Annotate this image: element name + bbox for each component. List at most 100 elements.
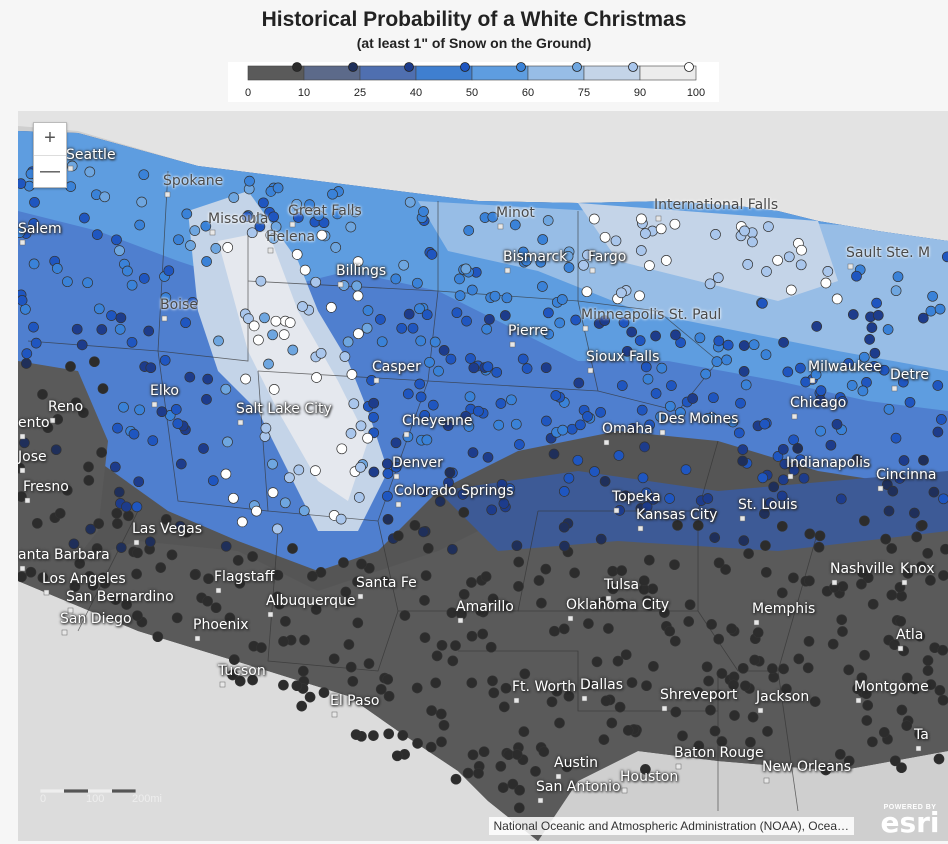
station-dot[interactable] bbox=[272, 523, 283, 535]
station-dot[interactable] bbox=[499, 310, 511, 321]
station-dot[interactable] bbox=[639, 441, 650, 453]
station-dot[interactable] bbox=[345, 428, 357, 439]
station-dot[interactable] bbox=[254, 213, 266, 225]
station-dot[interactable] bbox=[240, 373, 251, 385]
station-dot[interactable] bbox=[728, 679, 739, 691]
station-dot[interactable] bbox=[687, 393, 699, 404]
station-dot[interactable] bbox=[310, 604, 322, 615]
station-dot[interactable] bbox=[835, 493, 847, 505]
station-dot[interactable] bbox=[627, 422, 639, 434]
station-dot[interactable] bbox=[735, 397, 746, 409]
station-dot[interactable] bbox=[743, 548, 754, 559]
station-dot[interactable] bbox=[664, 400, 676, 412]
station-dot[interactable] bbox=[644, 419, 655, 431]
station-dot[interactable] bbox=[442, 420, 454, 431]
station-dot[interactable] bbox=[375, 683, 387, 695]
station-dot[interactable] bbox=[307, 570, 318, 582]
station-dot[interactable] bbox=[788, 572, 799, 584]
station-dot[interactable] bbox=[480, 571, 492, 582]
station-dot[interactable] bbox=[356, 558, 367, 570]
station-dot[interactable] bbox=[898, 455, 910, 466]
station-dot[interactable] bbox=[706, 619, 717, 630]
station-dot[interactable] bbox=[901, 720, 913, 731]
station-dot[interactable] bbox=[635, 245, 647, 256]
station-dot[interactable] bbox=[745, 736, 756, 748]
station-dot[interactable] bbox=[65, 361, 76, 372]
station-dot[interactable] bbox=[234, 577, 246, 589]
station-dot[interactable] bbox=[381, 458, 393, 470]
station-dot[interactable] bbox=[327, 188, 338, 200]
station-dot[interactable] bbox=[246, 227, 258, 239]
station-dot[interactable] bbox=[570, 314, 582, 326]
station-dot[interactable] bbox=[91, 543, 103, 554]
station-dot[interactable] bbox=[660, 255, 672, 266]
station-dot[interactable] bbox=[634, 335, 646, 346]
station-dot[interactable] bbox=[713, 689, 725, 701]
station-dot[interactable] bbox=[475, 605, 486, 617]
station-dot[interactable] bbox=[335, 513, 347, 525]
station-dot[interactable] bbox=[620, 649, 632, 661]
station-dot[interactable] bbox=[677, 730, 688, 742]
station-dot[interactable] bbox=[99, 191, 111, 203]
station-dot[interactable] bbox=[391, 750, 403, 762]
station-dot[interactable] bbox=[336, 443, 348, 455]
station-dot[interactable] bbox=[928, 486, 940, 498]
station-dot[interactable] bbox=[851, 454, 863, 465]
station-dot[interactable] bbox=[253, 334, 264, 346]
station-dot[interactable] bbox=[778, 474, 789, 486]
station-dot[interactable] bbox=[352, 617, 364, 629]
station-dot[interactable] bbox=[641, 487, 652, 499]
station-dot[interactable] bbox=[638, 575, 650, 587]
station-dot[interactable] bbox=[407, 322, 419, 334]
station-dot[interactable] bbox=[463, 225, 475, 236]
station-dot[interactable] bbox=[291, 198, 303, 210]
station-dot[interactable] bbox=[89, 356, 100, 368]
station-dot[interactable] bbox=[778, 663, 789, 675]
station-dot[interactable] bbox=[720, 564, 731, 575]
station-dot[interactable] bbox=[541, 415, 552, 427]
station-dot[interactable] bbox=[228, 492, 239, 504]
station-dot[interactable] bbox=[496, 479, 508, 490]
station-dot[interactable] bbox=[726, 623, 737, 635]
station-dot[interactable] bbox=[607, 565, 619, 577]
station-dot[interactable] bbox=[916, 519, 928, 531]
station-dot[interactable] bbox=[704, 278, 716, 290]
station-dot[interactable] bbox=[693, 740, 705, 752]
station-dot[interactable] bbox=[486, 504, 498, 516]
station-dot[interactable] bbox=[932, 380, 944, 391]
station-dot[interactable] bbox=[878, 364, 890, 376]
station-dot[interactable] bbox=[748, 339, 760, 351]
station-dot[interactable] bbox=[450, 773, 462, 785]
station-dot[interactable] bbox=[424, 356, 435, 368]
station-dot[interactable] bbox=[543, 307, 554, 319]
station-dot[interactable] bbox=[134, 219, 146, 231]
station-dot[interactable] bbox=[232, 555, 244, 566]
station-dot[interactable] bbox=[886, 543, 898, 554]
station-dot[interactable] bbox=[247, 551, 258, 562]
station-dot[interactable] bbox=[62, 276, 73, 288]
station-dot[interactable] bbox=[890, 432, 902, 444]
station-dot[interactable] bbox=[310, 276, 322, 288]
station-dot[interactable] bbox=[911, 531, 923, 543]
station-dot[interactable] bbox=[268, 233, 279, 244]
station-dot[interactable] bbox=[76, 339, 88, 351]
station-dot[interactable] bbox=[345, 661, 357, 673]
station-dot[interactable] bbox=[781, 683, 792, 695]
station-dot[interactable] bbox=[328, 653, 340, 665]
station-dot[interactable] bbox=[692, 520, 704, 531]
station-dot[interactable] bbox=[310, 465, 321, 476]
station-dot[interactable] bbox=[701, 661, 713, 673]
zoom-in-button[interactable]: + bbox=[44, 127, 56, 149]
station-dot[interactable] bbox=[776, 490, 788, 502]
station-dot[interactable] bbox=[210, 602, 222, 614]
station-dot[interactable] bbox=[243, 313, 254, 324]
station-dot[interactable] bbox=[670, 706, 682, 718]
station-dot[interactable] bbox=[864, 334, 875, 345]
station-dot[interactable] bbox=[738, 340, 750, 351]
station-dot[interactable] bbox=[458, 507, 470, 518]
station-dot[interactable] bbox=[606, 717, 618, 729]
station-dot[interactable] bbox=[213, 335, 224, 347]
station-dot[interactable] bbox=[572, 454, 584, 466]
station-dot[interactable] bbox=[569, 567, 580, 579]
station-dot[interactable] bbox=[429, 336, 441, 348]
